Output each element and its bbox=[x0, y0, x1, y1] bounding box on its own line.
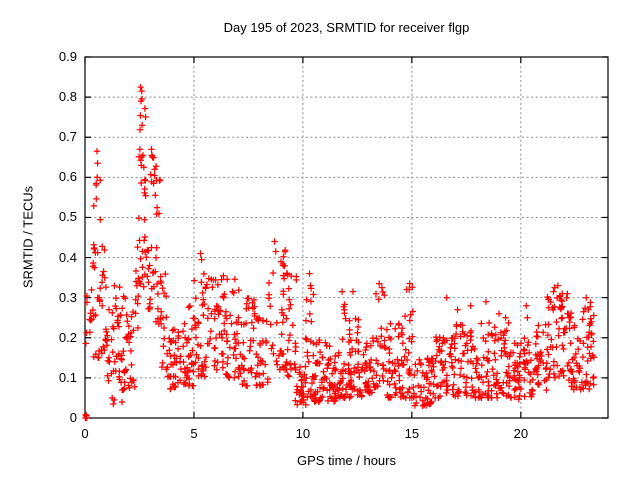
data-points bbox=[82, 83, 597, 422]
y-tick-label: 0.1 bbox=[58, 369, 77, 385]
y-tick-label: 0.5 bbox=[58, 209, 77, 225]
y-tick-label: 0.6 bbox=[58, 169, 77, 185]
x-tick-label: 15 bbox=[404, 426, 420, 441]
x-tick-label: 10 bbox=[295, 426, 311, 441]
y-tick-label: 0.9 bbox=[58, 49, 77, 64]
y-axis-label: SRMTID / TECUs bbox=[20, 185, 36, 289]
chart-title: Day 195 of 2023, SRMTID for receiver flg… bbox=[223, 20, 470, 35]
y-tick-label: 0.7 bbox=[58, 129, 77, 145]
plot-frame bbox=[84, 56, 609, 419]
x-axis-label: GPS time / hours bbox=[297, 453, 396, 468]
x-tick-label: 5 bbox=[190, 426, 198, 441]
y-tick-label: 0.3 bbox=[58, 289, 77, 305]
y-tick-label: 0 bbox=[69, 410, 77, 425]
x-tick-label: 0 bbox=[81, 426, 89, 441]
y-tick-label: 0.8 bbox=[58, 89, 77, 105]
grid-lines bbox=[85, 57, 608, 418]
y-tick-label: 0.4 bbox=[58, 249, 77, 265]
x-tick-label: 20 bbox=[513, 426, 529, 441]
y-tick-label: 0.2 bbox=[58, 329, 77, 345]
